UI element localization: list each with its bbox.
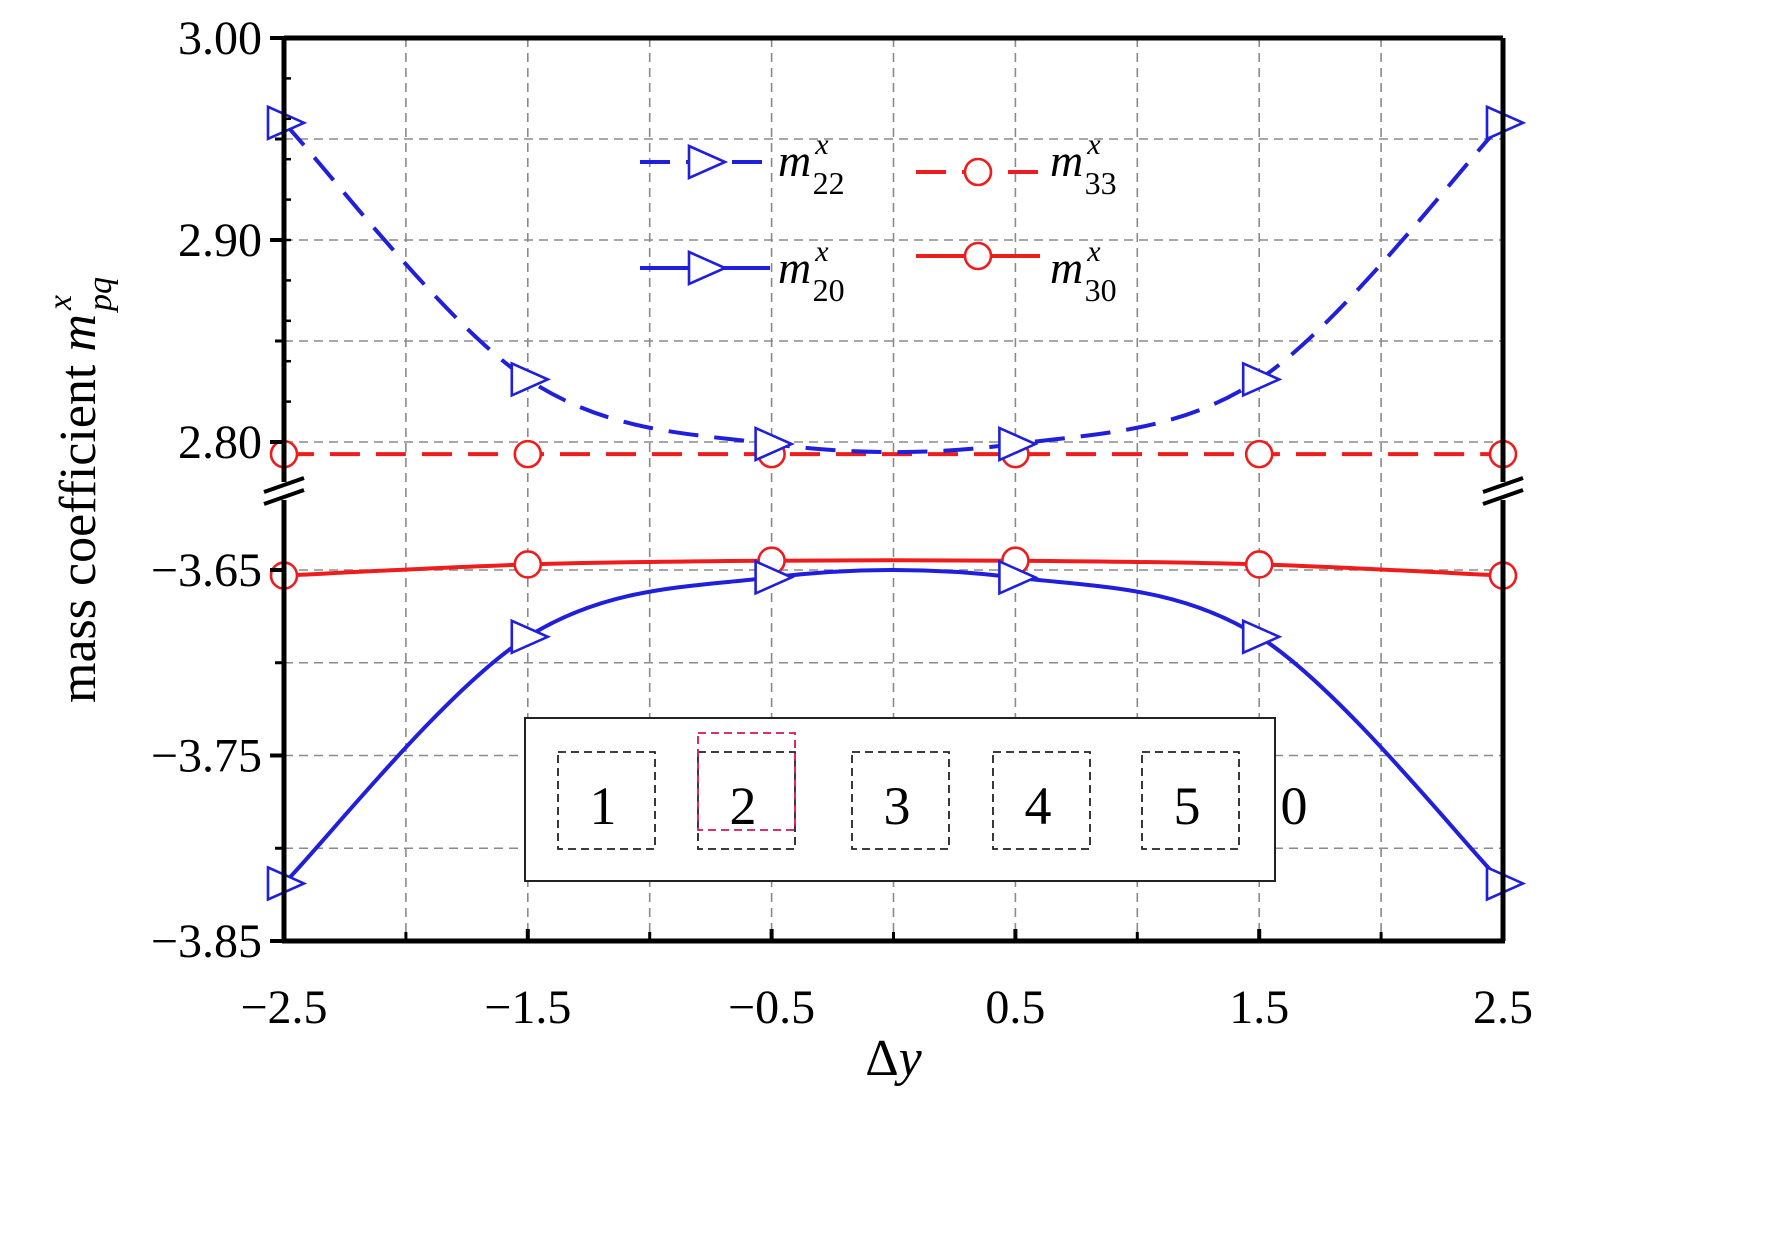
inset-frame xyxy=(524,717,1276,882)
x-tick-label: −2.5 xyxy=(240,981,327,1034)
inset-diagram: 1 2 3 4 5 0 xyxy=(524,717,1308,882)
grid xyxy=(284,38,1503,941)
axis-break-mark-right xyxy=(1482,488,1524,506)
legend-marker-m22x xyxy=(687,143,729,181)
inset-box-label: 5 xyxy=(1174,776,1201,836)
marker-m33x xyxy=(513,439,543,469)
y-tick-label: −3.85 xyxy=(151,915,262,968)
y-tick-label: 2.80 xyxy=(178,416,262,469)
x-tick-label: 2.5 xyxy=(1473,981,1533,1034)
y-tick-label: −3.75 xyxy=(151,730,262,783)
axis-break-mark-right xyxy=(1482,476,1524,494)
legend: m x 22 m x 33 m x 20 m x 30 xyxy=(640,128,1117,308)
marker-m30x xyxy=(1244,550,1274,579)
marker-m22x xyxy=(510,361,552,398)
legend-marker-m33x xyxy=(963,157,993,187)
x-tick-label: −0.5 xyxy=(728,981,815,1034)
inset-box-4 xyxy=(992,751,1091,850)
marker-m20x xyxy=(998,559,1039,596)
axis-break-mark-left xyxy=(263,488,305,506)
marker-m22x xyxy=(1241,361,1283,398)
legend-label-m22x: m x 22 xyxy=(778,128,845,201)
inset-box-1 xyxy=(557,751,656,850)
y-tick-label: 2.90 xyxy=(178,214,262,267)
x-tick-label: 1.5 xyxy=(1229,981,1289,1034)
series-line-m30x xyxy=(283,558,1504,578)
legend-marker-m30x xyxy=(963,241,993,271)
marker-m22x xyxy=(998,426,1039,463)
inset-trailing-label: 0 xyxy=(1281,776,1308,836)
legend-label-m33x: m x 33 xyxy=(1050,128,1117,201)
plot-series xyxy=(266,104,1527,902)
y-tick-label: 3.00 xyxy=(178,12,262,65)
marker-m33x xyxy=(1244,439,1274,469)
legend-marker-m20x xyxy=(687,249,729,287)
marker-m20x xyxy=(1241,618,1283,655)
marker-m20x xyxy=(754,559,795,596)
inset-box-displaced xyxy=(697,732,796,831)
marker-m20x xyxy=(510,618,552,655)
marker-m30x xyxy=(513,550,543,579)
x-axis-title: Δy xyxy=(865,1030,922,1087)
marker-m22x xyxy=(754,426,795,463)
x-tick-label: −1.5 xyxy=(484,981,571,1034)
inset-box-label: 2 xyxy=(730,776,757,836)
axis-break-mark-left xyxy=(263,476,305,494)
y-tick-label: −3.65 xyxy=(151,544,262,597)
inset-box-label: 4 xyxy=(1025,776,1052,836)
x-tick-label: 0.5 xyxy=(985,981,1045,1034)
series-line-m20x xyxy=(282,568,1505,885)
inset-box-3 xyxy=(851,751,950,850)
y-axis-title: mass coefficient mxpq xyxy=(42,277,119,703)
axes: −2.5 −1.5 −0.5 0.5 1.5 2.5 3.00 2.90 2.80 −3.65 −3… xyxy=(151,12,1533,1034)
inset-box-label: 1 xyxy=(590,776,617,836)
inset-box-2 xyxy=(697,751,796,850)
legend-label-m30x: m x 30 xyxy=(1050,235,1117,308)
legend-label-m20x: m x 20 xyxy=(778,235,845,308)
series-line-m22x xyxy=(282,121,1505,455)
inset-box-5 xyxy=(1141,751,1240,850)
inset-box-label: 3 xyxy=(884,776,911,836)
